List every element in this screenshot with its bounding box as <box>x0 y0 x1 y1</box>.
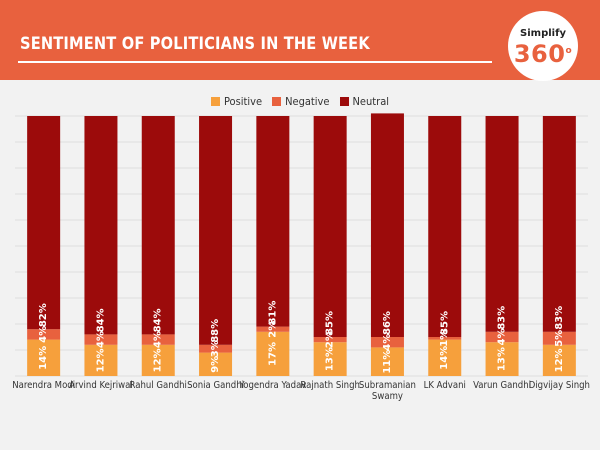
bar-positive <box>256 331 290 376</box>
legend-swatch-negative <box>272 96 282 106</box>
legend-swatch-neutral <box>339 96 349 106</box>
bar-neutral <box>141 116 175 335</box>
bar-positive <box>428 339 462 376</box>
bar-negative <box>428 337 462 340</box>
legend: Positive Negative Neutral <box>0 94 600 108</box>
data-label-neutral: 84% <box>95 308 106 332</box>
data-label-positive: 12% <box>95 348 106 372</box>
bar-neutral <box>542 116 576 332</box>
x-tick-label: Rahul Gandhi <box>130 380 187 391</box>
bar-positive <box>199 352 233 376</box>
chart-area: Positive Negative Neutral 14% 4% 82% Narend… <box>0 80 600 450</box>
data-label-neutral: 85% <box>439 311 450 335</box>
x-tick-label: Yogendra Yadav <box>238 380 306 391</box>
bar-positive <box>141 344 175 376</box>
bar-neutral <box>27 116 61 330</box>
data-label-positive: 14% <box>38 346 49 370</box>
legend-swatch-positive <box>210 96 220 106</box>
bar-neutral <box>199 116 233 345</box>
bar-negative <box>141 334 175 345</box>
x-tick-label: LK Advani <box>424 380 466 391</box>
x-tick-label: Sonia Gandhi <box>187 380 244 391</box>
data-label-positive: 13% <box>497 347 508 371</box>
simplify360-logo: Simplify 360o <box>508 11 578 81</box>
bar-neutral <box>485 116 519 332</box>
bar-negative <box>256 326 290 332</box>
bar-positive <box>27 339 61 376</box>
x-tick-label: Narendra Modi <box>12 380 75 391</box>
data-label-negative: 4% <box>153 331 164 348</box>
data-label-neutral: 83% <box>497 306 508 330</box>
legend-item-negative: Negative <box>272 94 330 108</box>
data-label-positive: 12% <box>153 348 164 372</box>
data-label-neutral: 86% <box>382 311 393 335</box>
data-label-negative: 4% <box>38 326 49 343</box>
data-label-positive: 12% <box>554 348 565 372</box>
data-label-negative: 5% <box>554 330 565 347</box>
data-label-positive: 9% <box>210 356 221 373</box>
bar-neutral <box>256 116 290 327</box>
data-label-positive: 17% <box>267 342 278 366</box>
x-tick-label: Arvind Kejriwal <box>69 380 133 391</box>
chart-title: SENTIMENT OF POLITICIANS IN THE WEEK <box>20 34 370 54</box>
data-label-positive: 11% <box>382 350 393 374</box>
data-label-neutral: 83% <box>554 306 565 330</box>
bar-positive <box>370 347 404 376</box>
logo-degree: o <box>565 46 573 56</box>
legend-label-negative: Negative <box>285 94 330 108</box>
data-label-neutral: 85% <box>325 311 336 335</box>
legend-item-positive: Positive <box>210 94 263 108</box>
data-label-negative: 3% <box>210 340 221 357</box>
data-label-negative: 4% <box>497 329 508 346</box>
x-tick-label: Subramanian Swamy <box>359 380 416 402</box>
bar-neutral <box>370 113 404 338</box>
title-underline <box>18 61 492 63</box>
x-tick-label: Digvijay Singh <box>529 380 590 391</box>
bar-positive <box>485 342 519 376</box>
header-bar: SENTIMENT OF POLITICIANS IN THE WEEK Sim… <box>0 0 600 81</box>
data-label-neutral: 84% <box>153 308 164 332</box>
data-label-positive: 14% <box>439 346 450 370</box>
bar-positive <box>84 344 118 376</box>
bar-negative <box>27 329 61 340</box>
bar-neutral <box>428 116 462 337</box>
bar-negative <box>485 331 519 343</box>
data-label-neutral: 88% <box>210 319 221 343</box>
data-label-negative: 4% <box>95 331 106 348</box>
data-label-negative: 4% <box>382 334 393 351</box>
bar-neutral <box>313 116 347 337</box>
x-tick-label: Rajnath Singh <box>300 380 360 391</box>
bar-negative <box>84 334 118 345</box>
legend-label-neutral: Neutral <box>352 94 390 108</box>
data-label-negative: 2% <box>267 321 278 338</box>
bar-negative <box>542 331 576 345</box>
data-label-negative: 2% <box>325 331 336 348</box>
data-label-negative: 1% <box>439 330 450 347</box>
logo-text-simplify: Simplify <box>520 28 566 39</box>
bar-negative <box>199 344 233 353</box>
x-tick-label: Varun Gandhi <box>473 380 531 391</box>
bar-neutral <box>84 116 118 335</box>
data-label-neutral: 82% <box>38 303 49 327</box>
data-label-neutral: 81% <box>267 301 278 325</box>
logo-text-360: 360o <box>508 40 578 68</box>
legend-item-neutral: Neutral <box>339 94 390 108</box>
bar-positive <box>542 344 576 376</box>
bar-negative <box>370 337 404 348</box>
legend-label-positive: Positive <box>223 94 263 108</box>
logo-number: 360 <box>513 40 566 68</box>
data-label-positive: 13% <box>325 347 336 371</box>
bar-negative <box>313 337 347 343</box>
bar-positive <box>313 342 347 376</box>
